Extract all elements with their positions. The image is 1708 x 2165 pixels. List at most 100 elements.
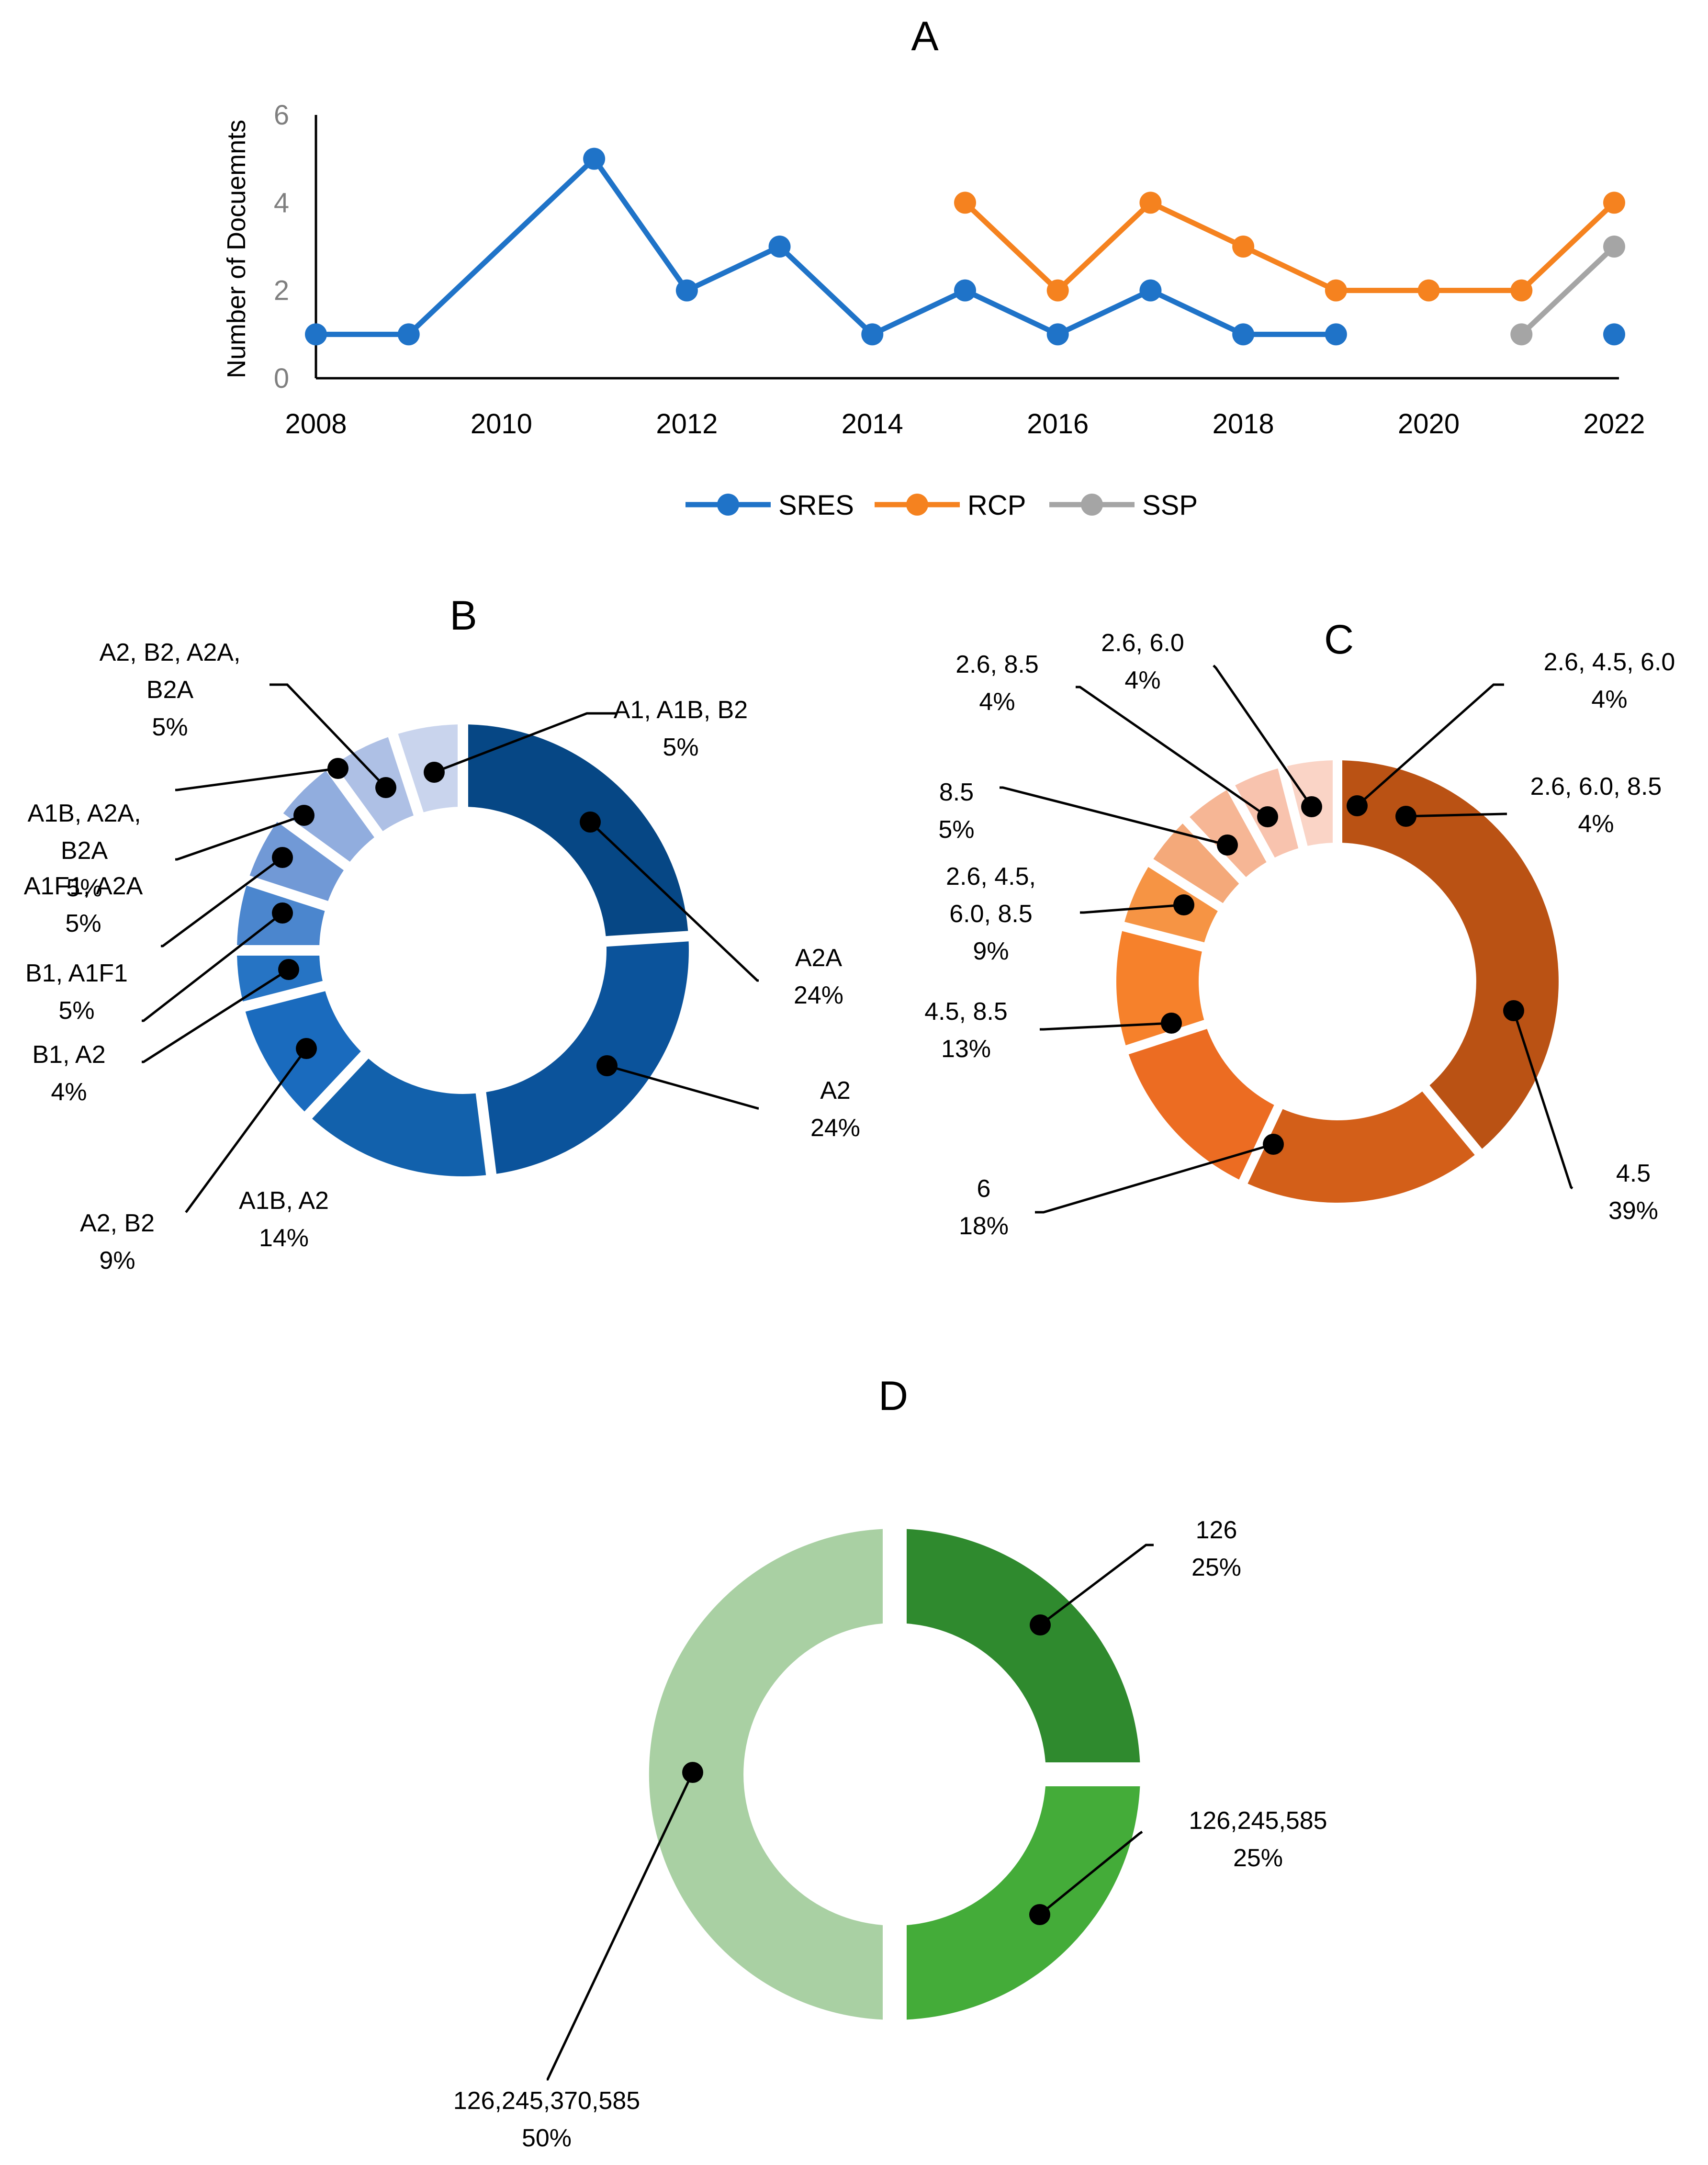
x-tick-label: 2008 — [285, 408, 347, 440]
slice-label-a2a: A2A — [795, 944, 843, 972]
slice-percent-b1-a1f1: 5% — [58, 997, 94, 1025]
data-point-sres — [583, 147, 606, 170]
x-tick-label: 2014 — [842, 408, 903, 440]
x-tick-label: 2018 — [1213, 408, 1274, 440]
slice-label-b1-a2: B1, A2 — [32, 1041, 105, 1069]
data-point-rcp — [1139, 192, 1162, 214]
slice-percent-a2-b2-a2a-b2a: 5% — [152, 713, 188, 741]
leader-dot-b1-a1f1 — [272, 847, 293, 868]
slice-percent-a1b-a2: 14% — [259, 1224, 309, 1252]
slice-4-5 — [1342, 760, 1559, 1149]
slice-4-5-8-5 — [1128, 1029, 1274, 1180]
leader-line-a2-b2-a2a-b2a — [270, 683, 387, 789]
data-point-sres — [1603, 323, 1625, 346]
data-point-rcp — [1325, 279, 1347, 302]
panel-c-title: C — [1324, 617, 1354, 663]
leader-line-2-6-6-0 — [1213, 665, 1313, 808]
slice-label-2-6-6-0-8-5: 2.6, 6.0, 8.5 — [1530, 773, 1662, 801]
slice-percent-a1b-a2a-b2a: 5% — [66, 874, 102, 902]
leader-line-126-245-585 — [1039, 1830, 1143, 1916]
slice-2-6-6-0 — [1190, 790, 1267, 877]
leader-line-a1b-a2 — [185, 1048, 308, 1213]
data-point-sres — [1139, 279, 1162, 302]
slice-label-8-5: 8.5 — [939, 778, 974, 806]
slice-126-245-370-585 — [649, 1529, 883, 2020]
leader-dot-2-6-4-5-6-0 — [1347, 795, 1368, 816]
slice-label-a2-b2-a2a-b2a: B2A — [146, 676, 194, 704]
slice-label-2-6-4-5-6-0: 2.6, 4.5, 6.0 — [1544, 648, 1675, 676]
leader-dot-126-245-370-585 — [682, 1762, 703, 1783]
slice-label-126-245-585: 126,245,585 — [1189, 1807, 1327, 1835]
leader-line-a2-b2 — [142, 968, 290, 1063]
leader-line-4-5-8-5 — [1040, 1022, 1172, 1031]
slice-label-4-5-8-5: 4.5, 8.5 — [924, 998, 1007, 1026]
slice-percent-b1-a2: 4% — [51, 1078, 87, 1106]
leader-line-2-6-4-5-6-0 — [1356, 683, 1504, 807]
leader-dot-a1b-a2 — [296, 1038, 317, 1059]
x-tick-label: 2020 — [1398, 408, 1460, 440]
legend-label-ssp: SSP — [1142, 490, 1198, 521]
y-tick-label: 6 — [274, 100, 289, 131]
slice-label-2-6-6-0: 2.6, 6.0 — [1101, 629, 1184, 657]
leader-line-2-6-4-5-6-0-8-5 — [1080, 903, 1184, 914]
legend-marker-sres — [717, 494, 739, 516]
leader-dot-8-5 — [1217, 834, 1238, 856]
slice-percent-6: 18% — [959, 1212, 1009, 1240]
leader-dot-126-245-585 — [1029, 1904, 1050, 1925]
slice-a2-b2-a2a-b2a — [334, 737, 414, 831]
x-tick-label: 2022 — [1583, 408, 1645, 440]
slice-percent-a2a: 24% — [794, 981, 843, 1009]
data-point-rcp — [1417, 279, 1440, 302]
leader-dot-2-6-4-5-6-0-8-5 — [1173, 894, 1194, 915]
legend-marker-ssp — [1081, 494, 1103, 516]
y-tick-label: 4 — [274, 187, 289, 218]
leader-line-2-6-8-5 — [1076, 686, 1269, 818]
y-tick-label: 0 — [274, 363, 289, 394]
leader-line-b1-a1f1 — [161, 856, 283, 947]
series-line-rcp — [962, 200, 1617, 293]
slice-a1b-a2a-b2a — [283, 770, 374, 862]
leader-dot-a1f1-a2a — [293, 805, 315, 826]
slice-percent-a2: 24% — [810, 1114, 860, 1142]
data-point-sres — [675, 279, 698, 302]
legend-label-sres: SRES — [778, 490, 854, 521]
slice-a2 — [486, 941, 689, 1174]
slice-percent-126-245-585: 25% — [1233, 1844, 1283, 1872]
leader-line-126 — [1039, 1544, 1154, 1626]
leader-dot-2-6-6-0 — [1301, 796, 1322, 817]
leader-line-b1-a2 — [142, 912, 283, 1022]
slice-a1b-a2 — [312, 1059, 486, 1176]
slice-126 — [907, 1529, 1140, 1762]
slice-percent-a1f1-a2a: 5% — [65, 910, 101, 937]
slice-percent-a1-a1b-b2: 5% — [663, 733, 698, 761]
slice-label-126-245-370-585: 126,245,370,585 — [453, 2087, 640, 2115]
leader-line-6 — [1035, 1143, 1274, 1214]
slice-percent-4-5: 39% — [1608, 1197, 1658, 1225]
leader-line-a2a — [589, 821, 759, 982]
leader-dot-2-6-6-0-8-5 — [1395, 806, 1416, 827]
data-point-rcp — [1046, 279, 1069, 302]
data-point-sres — [1046, 323, 1069, 346]
panel-a-line-chart: A 0 2 4 6 2008 2010 2012 2014 2016 2018 2020 2022 Num… — [222, 13, 1645, 521]
leader-line-a1f1-a2a — [175, 814, 304, 861]
leader-dot-4-5-8-5 — [1161, 1013, 1182, 1034]
series-line-ssp — [1518, 244, 1617, 337]
slice-label-6: 6 — [977, 1175, 991, 1203]
slice-percent-2-6-8-5: 4% — [979, 688, 1015, 716]
panel-b-title: B — [449, 593, 477, 639]
leader-dot-2-6-8-5 — [1257, 806, 1278, 827]
leader-line-a1b-a2a-b2a — [175, 767, 338, 791]
data-point-ssp — [1603, 236, 1625, 258]
slice-percent-2-6-4-5-6-0-8-5: 9% — [973, 937, 1009, 965]
slice-percent-8-5: 5% — [938, 816, 974, 844]
slice-label-126: 126 — [1196, 1516, 1237, 1544]
slice-percent-2-6-6-0: 4% — [1124, 666, 1160, 694]
leader-dot-4-5 — [1503, 1000, 1524, 1021]
leader-line-126-245-370-585 — [546, 1771, 694, 2081]
slice-label-b1-a1f1: B1, A1F1 — [25, 959, 128, 987]
slice-label-a1b-a2: A1B, A2 — [239, 1187, 329, 1215]
data-point-sres — [397, 323, 420, 346]
panel-c-donut-chart: C 4.5 39% 6 18% 4.5, 8.5 13% 2.6, 4.5, 6.0, 8.5 9… — [924, 617, 1675, 1240]
data-point-sres — [305, 323, 327, 346]
slice-label-2-6-4-5-6-0-8-5: 2.6, 4.5, — [946, 863, 1036, 891]
